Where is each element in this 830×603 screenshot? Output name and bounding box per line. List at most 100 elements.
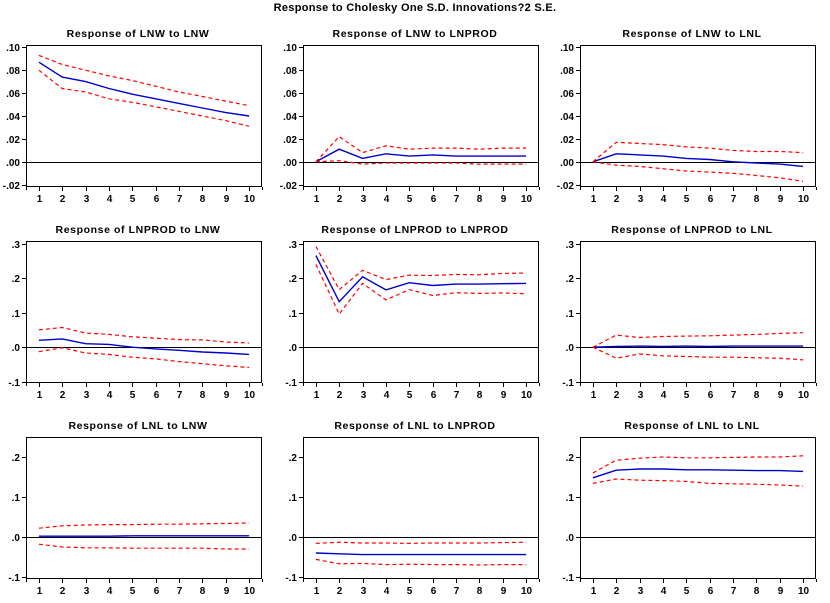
- y-tick-label: .2: [289, 274, 298, 285]
- irf-plot: .3 .2 .1 .0 -.1 1 2 3 4 5 6 7 8 9 10: [285, 240, 540, 401]
- response-line: [38, 61, 250, 117]
- upper-2se-line: [315, 135, 527, 163]
- x-tick-label: 6: [708, 390, 714, 401]
- y-tick-label: .3: [566, 240, 575, 251]
- y-tick-label: .3: [289, 240, 298, 251]
- x-tick-label: 6: [154, 390, 160, 401]
- y-tick-label: -.1: [285, 573, 297, 584]
- y-tick-label: .10: [283, 43, 297, 54]
- y-tick-label: .06: [283, 89, 297, 100]
- lower-2se-line: [38, 543, 250, 550]
- x-tick-label: 5: [684, 390, 690, 401]
- irf-plot: .3 .2 .1 .0 -.1 1 2 3 4 5 6 7 8 9 10: [562, 240, 817, 401]
- x-tick-label: 1: [591, 194, 597, 205]
- x-tick-label: 10: [798, 586, 810, 597]
- chart-title: Response of LNPROD to LNPROD: [321, 224, 509, 236]
- y-tick-label: -.1: [562, 573, 574, 584]
- x-tick-label: 2: [614, 194, 620, 205]
- lower-2se-line: [315, 160, 527, 165]
- x-tick-label: 3: [361, 194, 367, 205]
- x-tick-label: 5: [407, 390, 413, 401]
- irf-chart-cell: Response of LNPROD to LNPROD .3 .2 .1 .0 -.1…: [277, 211, 553, 407]
- x-tick-label: 2: [614, 390, 620, 401]
- upper-2se-line: [38, 326, 250, 344]
- x-tick-label: 3: [638, 194, 644, 205]
- x-tick-label: 8: [754, 390, 760, 401]
- x-tick-label: 7: [454, 194, 460, 205]
- x-tick-label: 3: [361, 586, 367, 597]
- y-tick-label: .1: [12, 309, 21, 320]
- y-tick-label: .00: [560, 158, 574, 169]
- x-tick-label: 8: [754, 194, 760, 205]
- plot-frame: [580, 437, 816, 579]
- page-title: Response to Cholesky One S.D. Innovation…: [273, 2, 557, 14]
- x-tick-label: 8: [477, 194, 483, 205]
- irf-plot: .10 .08 .06 .04 .02 .00 -.02 1 2 3 4 5 6 7 8 9 10: [3, 43, 263, 205]
- x-tick-label: 2: [60, 194, 66, 205]
- x-tick-label: 10: [521, 194, 533, 205]
- lower-2se-line: [592, 346, 804, 361]
- plot-frame: [580, 45, 816, 187]
- y-tick-label: -.1: [562, 378, 574, 389]
- plot-frame: [303, 241, 539, 383]
- chart-title: Response of LNL to LNPROD: [334, 420, 496, 432]
- x-tick-label: 4: [384, 586, 390, 597]
- y-tick-label: .0: [566, 533, 575, 544]
- y-tick-label: .2: [289, 453, 298, 464]
- lower-2se-line: [592, 478, 804, 487]
- y-tick-label: .0: [289, 533, 298, 544]
- x-tick-label: 10: [244, 586, 256, 597]
- y-tick-label: -.02: [557, 181, 575, 192]
- x-tick-label: 6: [708, 586, 714, 597]
- x-tick-label: 9: [501, 194, 507, 205]
- x-tick-label: 5: [407, 194, 413, 205]
- y-tick-label: .0: [289, 343, 298, 354]
- x-tick-label: 6: [708, 194, 714, 205]
- lower-2se-line: [592, 161, 804, 182]
- y-tick-label: .04: [6, 112, 20, 123]
- irf-chart-cell: Response of LNW to LNPROD .10 .08 .06 .04 .0…: [277, 15, 553, 211]
- x-tick-label: 5: [684, 194, 690, 205]
- x-tick-label: 3: [84, 390, 90, 401]
- x-tick-label: 6: [431, 390, 437, 401]
- y-tick-label: .10: [6, 43, 20, 54]
- x-tick-label: 8: [477, 586, 483, 597]
- x-tick-label: 1: [37, 194, 43, 205]
- y-tick-label: .02: [560, 135, 574, 146]
- y-tick-label: .06: [6, 89, 20, 100]
- x-tick-label: 5: [407, 586, 413, 597]
- y-tick-label: .04: [560, 112, 574, 123]
- plot-frame: [26, 45, 262, 187]
- y-tick-label: .1: [566, 309, 575, 320]
- x-tick-label: 7: [454, 586, 460, 597]
- x-tick-label: 2: [614, 586, 620, 597]
- x-tick-label: 1: [591, 390, 597, 401]
- chart-title: Response of LNW to LNPROD: [332, 28, 498, 40]
- x-tick-label: 9: [778, 586, 784, 597]
- y-tick-label: .1: [289, 309, 298, 320]
- y-tick-label: -.1: [8, 573, 20, 584]
- irf-chart-cell: Response of LNPROD to LNL .3 .2 .1 .0 -.1 1 2 3…: [554, 211, 830, 407]
- x-tick-label: 5: [130, 586, 136, 597]
- x-tick-label: 9: [501, 390, 507, 401]
- y-tick-label: .1: [566, 493, 575, 504]
- x-tick-label: 10: [521, 586, 533, 597]
- x-tick-label: 7: [177, 586, 183, 597]
- irf-chart-cell: Response of LNL to LNW .2 .1 .0 -.1 1 2 3 4 5 6 7 8…: [0, 407, 276, 603]
- irf-chart-cell: Response of LNL to LNL .2 .1 .0 -.1 1 2 3 4 5 6 7 8…: [554, 407, 830, 603]
- y-tick-label: .02: [283, 135, 297, 146]
- x-tick-label: 7: [731, 390, 737, 401]
- y-tick-label: .1: [12, 493, 21, 504]
- y-tick-label: .2: [12, 453, 21, 464]
- x-tick-label: 2: [60, 586, 66, 597]
- y-tick-label: -.1: [285, 378, 297, 389]
- x-tick-label: 2: [60, 390, 66, 401]
- chart-title: Response of LNL to LNW: [68, 420, 208, 432]
- x-tick-label: 9: [224, 194, 230, 205]
- x-tick-label: 6: [154, 194, 160, 205]
- x-tick-label: 3: [361, 390, 367, 401]
- response-line: [315, 148, 527, 163]
- chart-title: Response of LNW to LNL: [622, 28, 762, 40]
- x-tick-label: 2: [337, 586, 343, 597]
